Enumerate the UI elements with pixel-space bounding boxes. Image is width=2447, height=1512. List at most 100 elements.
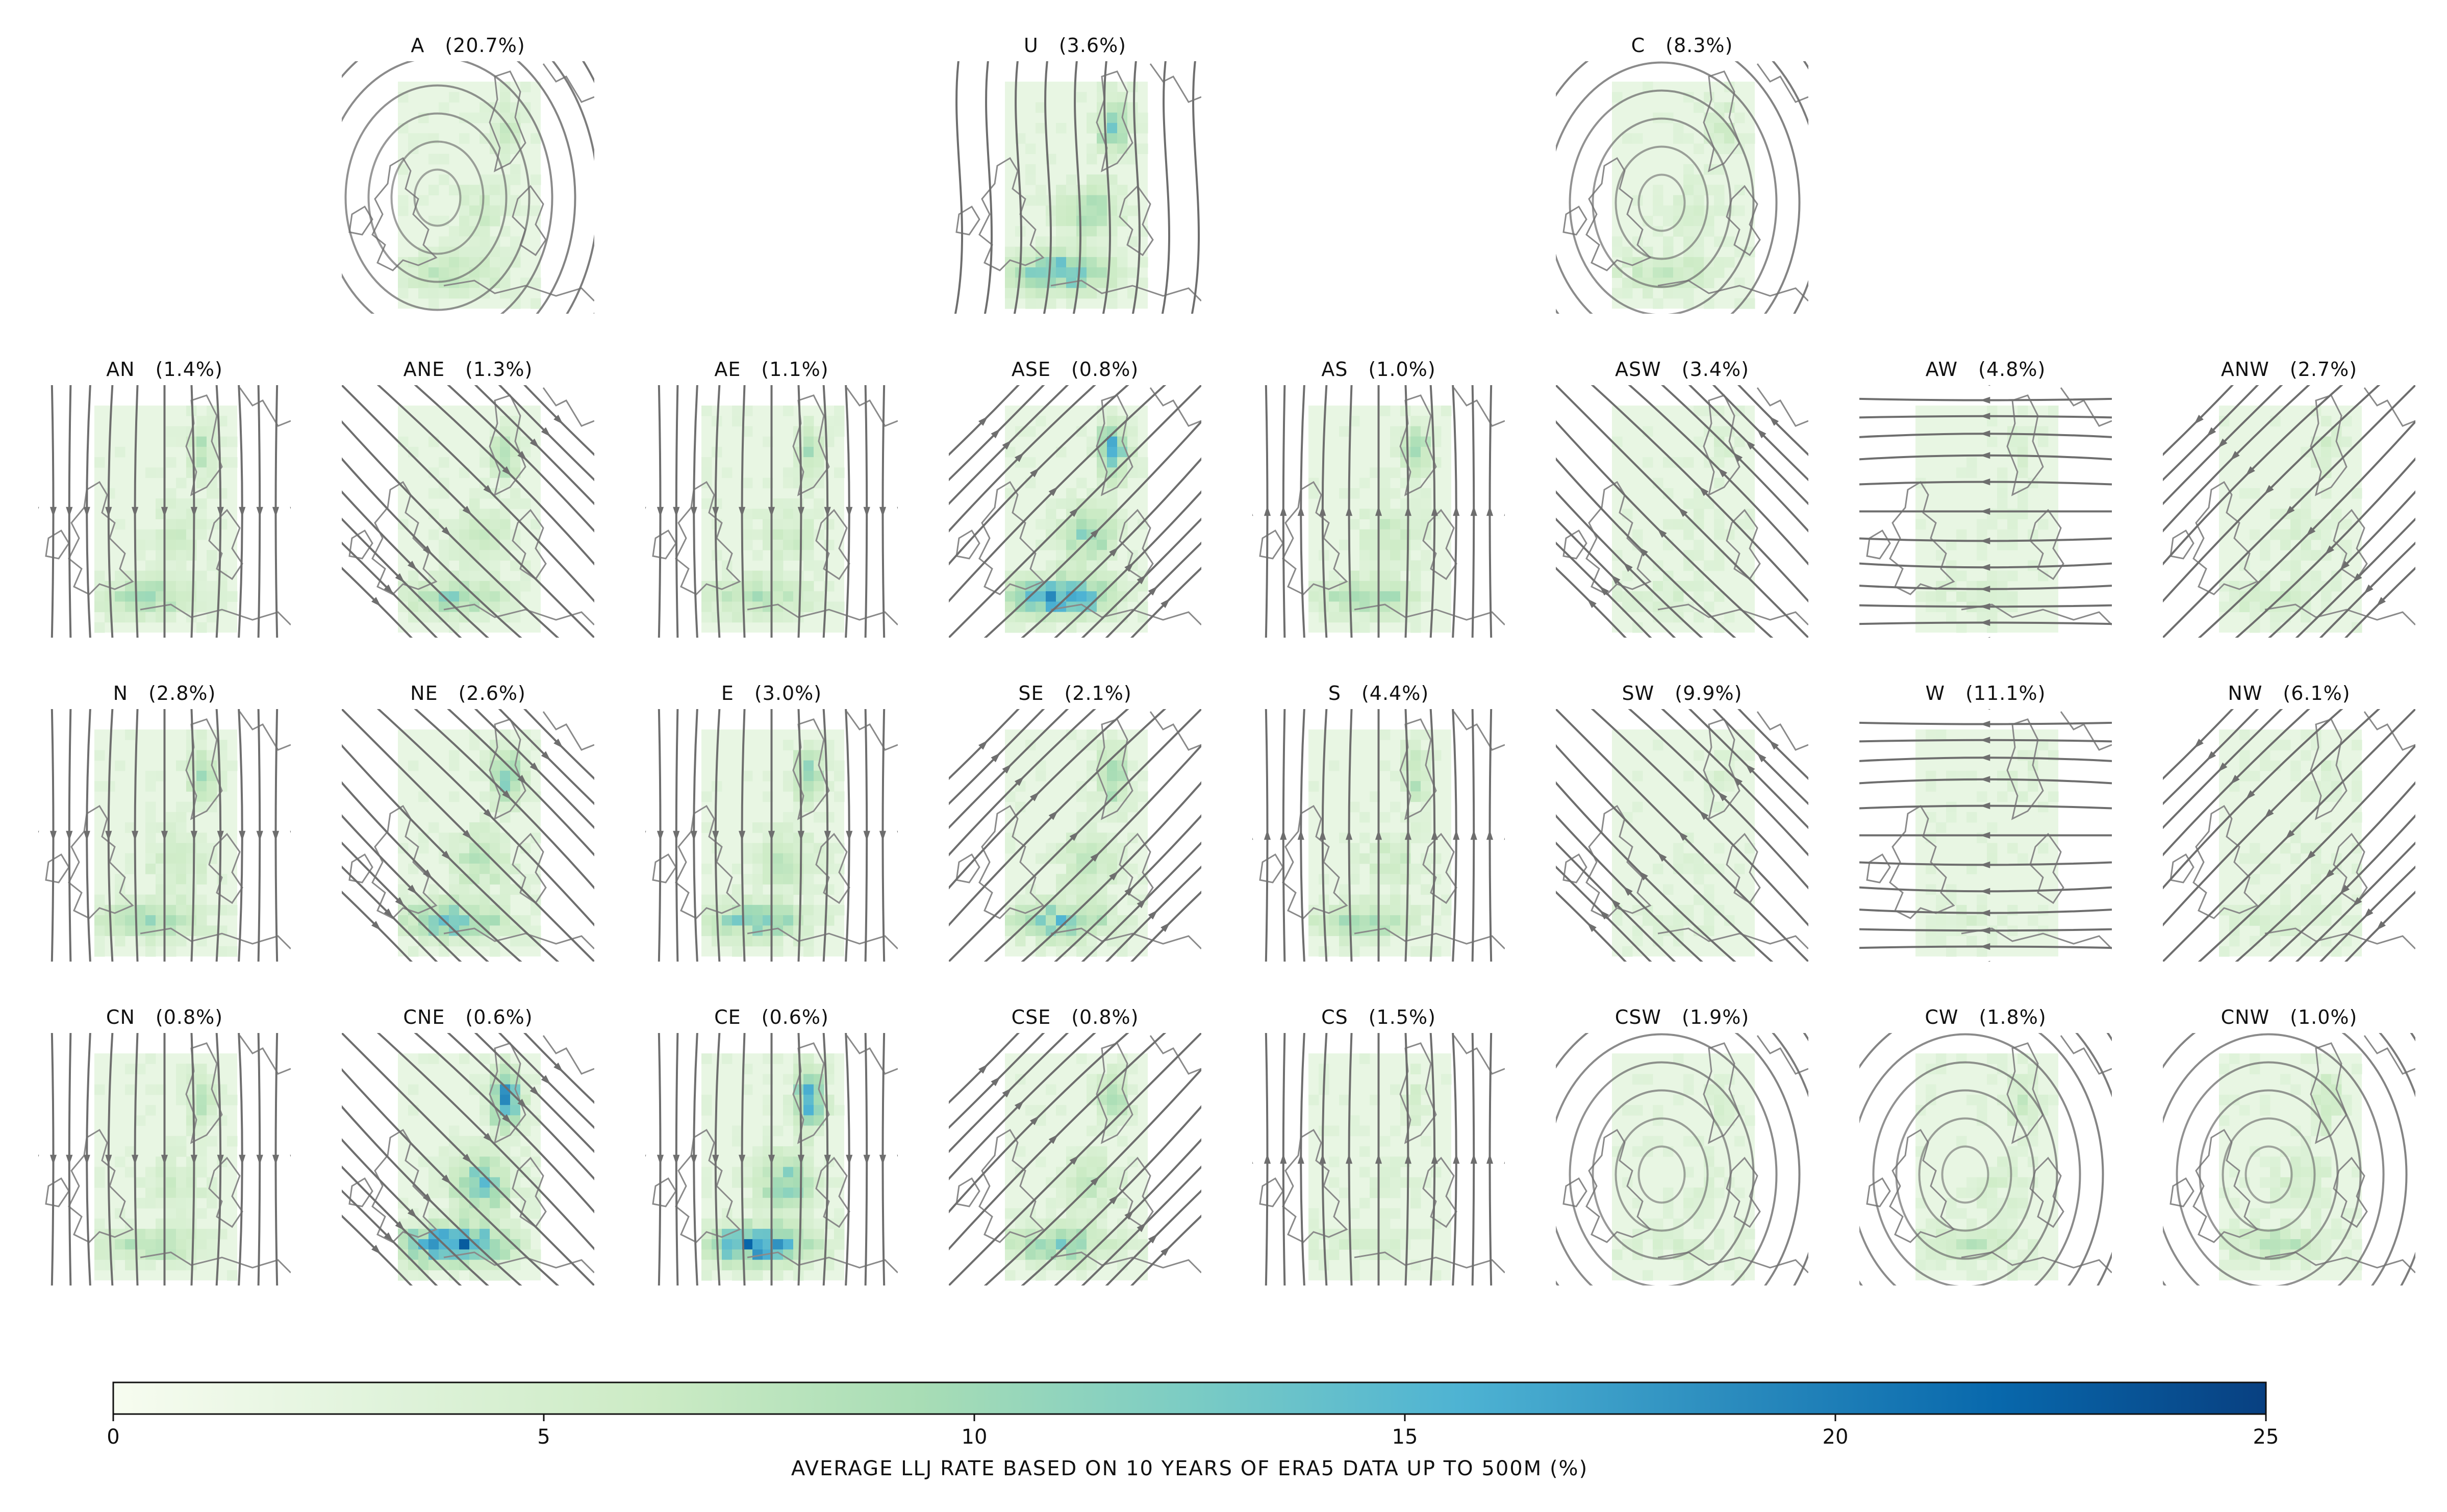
panel-label: CNE <box>403 1006 445 1028</box>
panel-label: C <box>1631 34 1646 57</box>
coastline <box>1259 1035 1505 1274</box>
panel-e: E (3.0%) <box>645 682 898 962</box>
streamlines <box>342 61 594 314</box>
panel-label: SE <box>1018 682 1044 704</box>
panel-title: E (3.0%) <box>721 682 822 704</box>
colorbar-tick-label: 10 <box>962 1425 988 1449</box>
panel-s: S (4.4%) <box>1252 682 1505 962</box>
panel-title: NW (6.1%) <box>2228 682 2350 704</box>
streamlines <box>342 1033 594 1286</box>
llj-heatmap <box>1915 729 2059 957</box>
panel-grid: A (20.7%) U (3.6%) C (8.3%)AN (1.4%) ANE (1.3%) A… <box>38 34 2415 1286</box>
colorbar-label: AVERAGE LLJ RATE BASED ON 10 YEARS OF ER… <box>791 1457 1588 1480</box>
coastline <box>955 711 1201 950</box>
streamlines <box>2163 1033 2415 1286</box>
coastline <box>652 1035 898 1274</box>
llj-heatmap <box>701 406 845 633</box>
panel-label: AW <box>1926 358 1958 381</box>
panel-title: S (4.4%) <box>1328 682 1429 704</box>
panel-title: NE (2.6%) <box>410 682 526 704</box>
panel-percent: (1.9%) <box>1682 1006 1749 1028</box>
coastline <box>45 711 291 950</box>
streamlines <box>1556 385 1808 638</box>
panel-title: CS (1.5%) <box>1321 1006 1436 1028</box>
panel-as: AS (1.0%) <box>1252 358 1505 638</box>
streamlines <box>342 385 594 638</box>
streamlines <box>949 385 1201 638</box>
llj-heatmap <box>1308 406 1452 633</box>
panel-percent: (0.8%) <box>1071 358 1139 381</box>
panel-percent: (1.1%) <box>761 358 828 381</box>
panel-percent: (1.5%) <box>1369 1006 1436 1028</box>
streamlines <box>1859 1033 2112 1286</box>
panel-title: CSE (0.8%) <box>1012 1006 1139 1028</box>
coastline <box>1259 387 1505 626</box>
streamlines <box>1556 61 1808 314</box>
panel-label: CNW <box>2221 1006 2270 1028</box>
panel-ase: ASE (0.8%) <box>949 358 1201 638</box>
panel-label: NE <box>410 682 438 704</box>
coastline <box>45 387 291 626</box>
colorbar-tick-label: 15 <box>1392 1425 1418 1449</box>
panel-label: AN <box>106 358 135 381</box>
llj-heatmap <box>1005 82 1148 309</box>
panel-percent: (9.9%) <box>1675 682 1742 704</box>
panel-label: ASE <box>1012 358 1051 381</box>
streamlines <box>1859 709 2112 962</box>
streamlines <box>954 61 1200 314</box>
panel-cse: CSE (0.8%) <box>949 1006 1201 1286</box>
panel-title: CNE (0.6%) <box>403 1006 533 1028</box>
panel-title: ASE (0.8%) <box>1012 358 1139 381</box>
panel-percent: (2.1%) <box>1064 682 1131 704</box>
colorbar-tick-label: 5 <box>537 1425 550 1449</box>
panel-title: ANW (2.7%) <box>2221 358 2357 381</box>
llj-heatmap <box>1612 1053 1755 1281</box>
llj-heatmap <box>1005 1053 1148 1281</box>
panel-cne: CNE (0.6%) <box>342 1006 594 1286</box>
panel-title: AS (1.0%) <box>1321 358 1435 381</box>
streamlines <box>38 385 291 638</box>
panel-label: CSW <box>1615 1006 1661 1028</box>
llj-heatmap <box>94 1053 238 1281</box>
coastline <box>1259 711 1505 950</box>
panel-title: C (8.3%) <box>1631 34 1733 57</box>
llj-heatmap <box>94 406 238 633</box>
llj-heatmap <box>398 82 541 309</box>
panel-label: NW <box>2228 682 2262 704</box>
panel-ane: ANE (1.3%) <box>342 358 594 638</box>
streamlines <box>1252 709 1505 962</box>
panel-percent: (0.6%) <box>465 1006 533 1028</box>
coastline <box>348 1035 594 1274</box>
streamlines <box>1252 385 1505 638</box>
panel-label: CW <box>1925 1006 1958 1028</box>
panel-n: N (2.8%) <box>38 682 291 962</box>
panel-percent: (11.1%) <box>1965 682 2046 704</box>
colorbar-tick-label: 25 <box>2253 1425 2279 1449</box>
panel-aw: AW (4.8%) <box>1859 358 2112 638</box>
panel-label: N <box>113 682 128 704</box>
streamlines <box>342 709 594 962</box>
panel-cw: CW (1.8%) <box>1859 1006 2112 1286</box>
panel-ne: NE (2.6%) <box>342 682 594 962</box>
llj-heatmap <box>1308 729 1452 957</box>
panel-se: SE (2.1%) <box>949 682 1201 962</box>
panel-cnw: CNW (1.0%) <box>2163 1006 2415 1286</box>
streamlines <box>2163 385 2415 638</box>
panel-percent: (20.7%) <box>445 34 525 57</box>
coastline <box>652 711 898 950</box>
panel-title: ANE (1.3%) <box>403 358 533 381</box>
panel-percent: (0.6%) <box>762 1006 829 1028</box>
streamlines <box>949 709 1201 962</box>
llj-heatmap <box>2219 729 2362 957</box>
panel-percent: (4.8%) <box>1978 358 2046 381</box>
colorbar-tick-label: 20 <box>1823 1425 1849 1449</box>
coastline <box>348 711 594 950</box>
panel-percent: (1.0%) <box>2290 1006 2357 1028</box>
llj-heatmap <box>398 1053 541 1281</box>
streamlines <box>1252 1033 1505 1286</box>
panel-label: CE <box>714 1006 741 1028</box>
panel-percent: (2.7%) <box>2290 358 2357 381</box>
panel-percent: (3.6%) <box>1059 34 1126 57</box>
coastline <box>1562 387 1808 626</box>
